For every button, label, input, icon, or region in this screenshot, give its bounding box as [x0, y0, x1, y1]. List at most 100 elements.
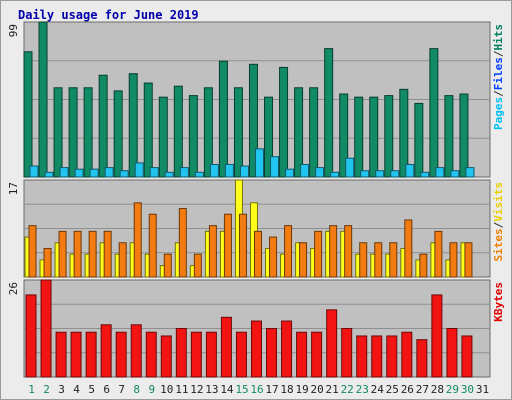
bar-kbytes-23 — [356, 335, 368, 378]
bar-pages-17 — [270, 156, 280, 178]
bar-kbytes-8 — [130, 324, 142, 378]
bar-hits-12 — [188, 95, 198, 178]
bar-hits-17 — [264, 96, 274, 178]
legend-item-hits-files-pages-4: Hits — [492, 24, 505, 51]
bar-hits-26 — [399, 88, 409, 178]
bar-pages-18 — [285, 168, 295, 178]
legend-item-visits-sites-0: Sites — [492, 228, 505, 261]
bar-pages-16 — [254, 148, 264, 178]
bar-hits-14 — [218, 60, 228, 178]
bar-hits-9 — [143, 82, 153, 178]
bar-pages-2 — [44, 171, 54, 178]
bar-hits-23 — [354, 96, 364, 178]
legend-item-visits-sites-2: Visits — [492, 182, 505, 222]
bar-sites-13 — [208, 225, 217, 278]
x-tick-label-11: 11 — [175, 383, 188, 396]
bar-kbytes-5 — [85, 331, 97, 378]
bar-hits-18 — [279, 66, 289, 178]
bar-pages-3 — [59, 167, 69, 178]
bar-hits-22 — [339, 93, 349, 178]
bar-hits-21 — [324, 48, 334, 178]
bar-pages-26 — [405, 163, 415, 178]
x-tick-label-18: 18 — [280, 383, 293, 396]
bar-pages-13 — [209, 163, 219, 178]
x-tick-label-28: 28 — [431, 383, 444, 396]
bar-hits-19 — [294, 87, 304, 178]
bar-sites-28 — [434, 230, 443, 278]
bar-hits-6 — [98, 74, 108, 178]
bar-kbytes-21 — [326, 309, 338, 378]
bar-kbytes-17 — [266, 328, 278, 378]
x-tick-label-6: 6 — [103, 383, 110, 396]
bar-sites-14 — [223, 213, 232, 278]
bar-kbytes-11 — [175, 328, 187, 378]
bar-pages-21 — [330, 171, 340, 178]
bar-sites-10 — [163, 253, 172, 278]
bar-hits-27 — [414, 102, 424, 178]
bar-hits-20 — [309, 87, 319, 178]
x-tick-label-9: 9 — [148, 383, 155, 396]
x-tick-label-12: 12 — [190, 383, 203, 396]
bar-kbytes-20 — [311, 331, 323, 378]
bar-hits-30 — [459, 93, 469, 178]
bar-sites-11 — [178, 208, 187, 278]
bar-pages-4 — [74, 168, 84, 178]
x-tick-label-24: 24 — [371, 383, 385, 396]
bar-sites-12 — [193, 253, 202, 278]
bar-pages-27 — [420, 171, 430, 178]
bar-pages-15 — [239, 165, 249, 178]
bar-sites-2 — [43, 247, 52, 278]
bar-pages-5 — [89, 168, 99, 178]
x-tick-label-31: 31 — [476, 383, 489, 396]
bar-pages-28 — [435, 167, 445, 178]
bar-kbytes-13 — [205, 331, 217, 378]
legend-hits-files-pages: Pages/Files/Hits — [492, 24, 505, 130]
bar-kbytes-29 — [446, 328, 458, 378]
bar-sites-26 — [404, 219, 413, 278]
x-tick-label-2: 2 — [43, 383, 50, 396]
x-tick-label-20: 20 — [311, 383, 324, 396]
bar-kbytes-7 — [115, 331, 127, 378]
legend-item-kbytes-0: KBytes — [492, 282, 505, 322]
x-tick-label-1: 1 — [28, 383, 35, 396]
bar-hits-25 — [384, 95, 394, 178]
x-tick-label-27: 27 — [416, 383, 429, 396]
x-tick-label-17: 17 — [265, 383, 278, 396]
bar-sites-23 — [359, 242, 368, 278]
bar-kbytes-26 — [401, 331, 413, 378]
bar-pages-23 — [360, 170, 370, 178]
x-tick-label-13: 13 — [205, 383, 218, 396]
bar-hits-29 — [444, 95, 454, 178]
x-tick-label-15: 15 — [235, 383, 248, 396]
legend-kbytes: KBytes — [492, 282, 505, 322]
bar-kbytes-3 — [55, 331, 67, 378]
bar-hits-11 — [173, 85, 183, 178]
bar-sites-22 — [344, 225, 353, 278]
bar-kbytes-15 — [235, 331, 247, 378]
ymax-label-kbytes: 26 — [7, 282, 20, 295]
bar-pages-8 — [134, 162, 144, 178]
bar-pages-10 — [164, 171, 174, 178]
bar-pages-22 — [345, 157, 355, 178]
bar-sites-7 — [118, 242, 127, 278]
bar-sites-17 — [269, 236, 278, 278]
legend-item-hits-files-pages-0: Pages — [492, 97, 505, 130]
bar-hits-5 — [83, 87, 93, 178]
bar-kbytes-6 — [100, 324, 112, 378]
ymax-label-visits-sites: 17 — [7, 182, 20, 195]
x-tick-label-4: 4 — [73, 383, 80, 396]
bar-hits-2 — [38, 21, 48, 178]
bar-pages-11 — [179, 167, 189, 178]
x-tick-label-29: 29 — [446, 383, 459, 396]
bar-pages-24 — [375, 170, 385, 178]
bar-kbytes-4 — [70, 331, 82, 378]
bar-kbytes-19 — [296, 331, 308, 378]
bar-hits-7 — [113, 90, 123, 178]
bar-sites-8 — [133, 202, 142, 278]
bar-pages-14 — [224, 163, 234, 178]
bar-pages-19 — [300, 163, 310, 178]
bar-kbytes-12 — [190, 331, 202, 378]
ymax-label-hits-files-pages: 99 — [7, 24, 20, 37]
bar-sites-25 — [389, 242, 398, 278]
bar-hits-1 — [23, 51, 33, 178]
